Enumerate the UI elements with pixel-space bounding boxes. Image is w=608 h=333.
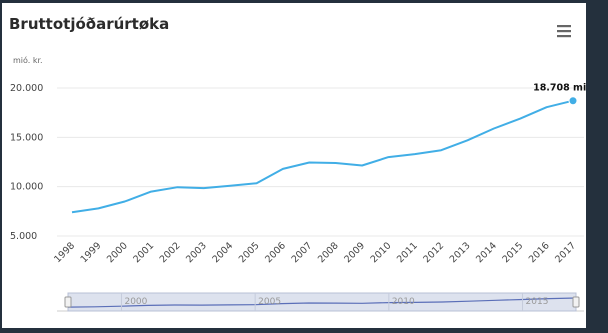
x-tick-label: 2016 bbox=[527, 240, 552, 265]
x-tick-label: 2004 bbox=[210, 240, 235, 265]
x-tick-label: 2001 bbox=[131, 240, 156, 265]
navigator-series-line bbox=[67, 297, 577, 308]
x-tick-label: 1998 bbox=[52, 240, 77, 265]
x-tick-label: 2009 bbox=[342, 240, 367, 265]
series-layer bbox=[71, 96, 578, 214]
navigator-tick-label: 2015 bbox=[526, 297, 549, 307]
navigator-tick-label: 2010 bbox=[392, 297, 415, 307]
x-tick-label: 1999 bbox=[79, 240, 104, 265]
last-data-point[interactable] bbox=[568, 96, 578, 106]
x-tick-label: 2006 bbox=[263, 240, 288, 265]
x-tick-label: 2012 bbox=[421, 240, 446, 265]
y-tick-label: 5.000 bbox=[10, 231, 37, 242]
hamburger-menu-icon bbox=[557, 25, 571, 38]
menu-button[interactable] bbox=[555, 21, 577, 41]
x-tick-label: 2003 bbox=[184, 240, 209, 265]
x-tick-label: 2013 bbox=[448, 240, 473, 265]
x-tick-label: 2011 bbox=[395, 240, 420, 265]
chart-panel: Bruttotjóðarúrtøka mió. kr. 5.000 10.000 1… bbox=[2, 3, 586, 328]
x-tick-label: 2000 bbox=[105, 240, 130, 265]
x-axis-ticks: 1998 1999 2000 2001 2002 2003 2004 2005 2006 2007… bbox=[52, 240, 578, 265]
y-axis-ticks: 5.000 10.000 15.000 20.000 bbox=[10, 83, 43, 242]
navigator-right-handle[interactable] bbox=[572, 296, 580, 308]
range-navigator[interactable]: 2000 2005 2010 2015 bbox=[57, 292, 584, 312]
grid bbox=[57, 87, 584, 237]
navigator-tick-label: 2005 bbox=[258, 297, 281, 307]
series-line bbox=[71, 99, 574, 214]
y-tick-label: 15.000 bbox=[10, 132, 43, 143]
x-tick-label: 2014 bbox=[474, 240, 499, 265]
y-tick-label: 10.000 bbox=[10, 182, 43, 193]
chart-title: Bruttotjóðarúrtøka bbox=[9, 15, 169, 33]
x-tick-label: 2008 bbox=[316, 240, 341, 265]
line-chart: Bruttotjóðarúrtøka mió. kr. 5.000 10.000 1… bbox=[9, 15, 586, 312]
x-tick-label: 2005 bbox=[237, 240, 262, 265]
navigator-left-handle[interactable] bbox=[64, 296, 72, 308]
x-tick-label: 2007 bbox=[290, 240, 315, 265]
y-tick-label: 20.000 bbox=[10, 83, 43, 94]
x-tick-label: 2010 bbox=[369, 240, 394, 265]
x-tick-label: 2002 bbox=[158, 240, 183, 265]
x-tick-label: 2017 bbox=[553, 240, 578, 265]
y-axis-unit-label: mió. kr. bbox=[13, 55, 43, 65]
last-point-data-label: 18.708 mió. kr. bbox=[533, 83, 586, 94]
navigator-tick-label: 2000 bbox=[124, 297, 147, 307]
x-tick-label: 2015 bbox=[501, 240, 526, 265]
